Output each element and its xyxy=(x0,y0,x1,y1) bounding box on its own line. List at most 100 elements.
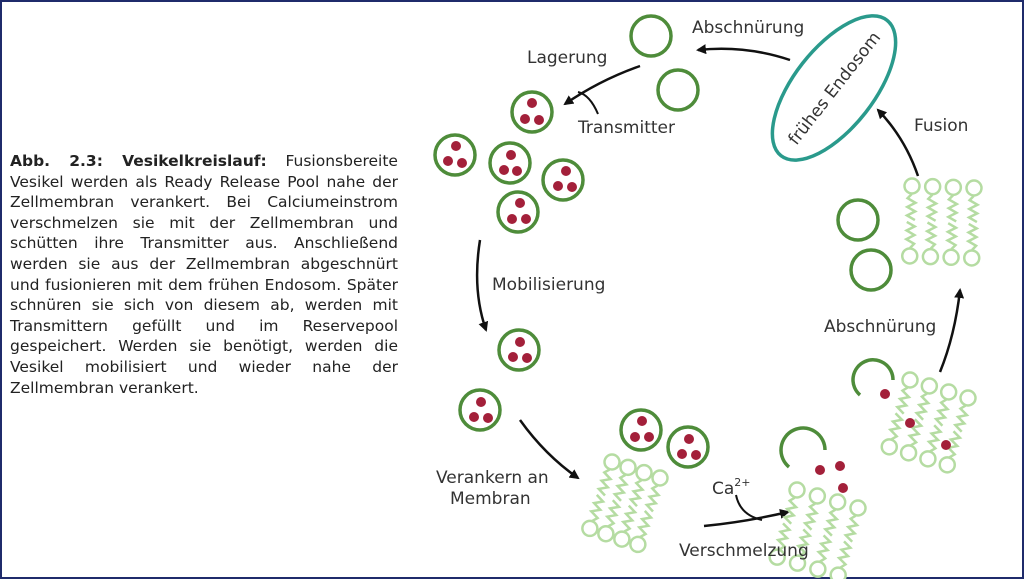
lipid-head xyxy=(900,247,919,265)
lipid-head xyxy=(829,566,847,579)
arrow-transmitter-branch xyxy=(577,91,599,115)
lipid-tail xyxy=(944,222,959,251)
lipid-head xyxy=(619,458,637,477)
vesicle-empty xyxy=(656,68,700,112)
lipid-tail xyxy=(644,484,661,513)
lipid-tail xyxy=(596,468,613,497)
label-verankern-line2: Membran xyxy=(450,489,531,509)
lipid-head xyxy=(942,248,960,267)
label-verankern-line1: Verankern an xyxy=(436,468,549,488)
lipid-tail xyxy=(782,496,799,525)
vesicle-fusing xyxy=(779,426,827,469)
vesicle-filled xyxy=(497,328,541,372)
lipid-head xyxy=(923,177,942,196)
fusing-vesicles xyxy=(779,358,951,493)
lipid-head xyxy=(808,487,827,505)
lipid-tail xyxy=(945,430,963,459)
cycle-arrows xyxy=(475,44,965,528)
lipid-tail xyxy=(588,494,606,522)
lipid-tail xyxy=(926,424,943,453)
lipid-head xyxy=(581,519,599,538)
mobilised-vesicles xyxy=(458,328,541,432)
vesicle-empty xyxy=(849,248,893,292)
lipid-tail xyxy=(925,193,939,222)
diagram-labels: Abschnürung Lagerung Transmitter Fusion … xyxy=(436,18,968,561)
lipid-head xyxy=(899,444,918,462)
label-fusion: Fusion xyxy=(914,116,968,136)
vesicle-filled xyxy=(619,408,663,452)
vesicle-filled xyxy=(433,133,477,177)
lipid-head xyxy=(939,383,958,401)
vesicle-filled xyxy=(541,158,585,202)
vesicle-filled xyxy=(488,141,532,185)
lipid-head xyxy=(603,453,621,471)
lipid-tail xyxy=(914,392,931,421)
lipid-tail xyxy=(887,412,905,441)
endosome-label: frühes Endosom xyxy=(784,28,885,149)
lipid-head xyxy=(597,524,615,543)
lipid-tail xyxy=(636,510,654,538)
lipid-tail xyxy=(620,504,638,533)
arrow-mobilisierung xyxy=(475,239,489,332)
arrow-ca-branch xyxy=(735,494,763,521)
lipid-tail xyxy=(894,386,912,415)
lipid-head xyxy=(965,179,983,197)
lipid-head xyxy=(944,178,963,197)
cell-membrane-fusion xyxy=(768,481,867,579)
lipid-tail xyxy=(802,502,820,531)
lipid-head xyxy=(635,463,653,482)
lipid-head xyxy=(828,493,847,511)
lipid-head xyxy=(788,481,806,499)
lipid-head xyxy=(768,548,786,566)
lipid-head xyxy=(613,530,631,548)
arrow-verankern xyxy=(518,419,580,480)
docked-vesicles xyxy=(619,408,710,469)
lipid-tail xyxy=(907,418,924,447)
label-calcium: Ca2+ xyxy=(712,476,751,499)
label-transmitter: Transmitter xyxy=(577,118,675,138)
lipid-head xyxy=(919,450,937,468)
lipid-head xyxy=(903,177,921,195)
lipid-tail xyxy=(904,193,919,222)
lipid-head xyxy=(901,371,919,389)
lipid-tail xyxy=(924,221,939,250)
arrow-verschmelzung xyxy=(703,508,790,528)
lipid-tail xyxy=(775,522,792,551)
label-mobilisierung: Mobilisierung xyxy=(492,275,605,295)
lipid-tail xyxy=(933,398,950,427)
cell-membrane-endocytosis xyxy=(880,177,983,474)
figure-caption: Abb. 2.3: Vesikelkreislauf: Fusionsberei… xyxy=(10,151,398,398)
vesicle-fusing xyxy=(851,358,895,397)
lipid-head xyxy=(962,249,981,267)
lipid-tail xyxy=(952,404,970,433)
lipid-head xyxy=(880,438,899,456)
lipid-tail xyxy=(612,473,629,502)
lipid-head xyxy=(849,499,867,517)
lipid-head xyxy=(629,535,647,554)
cell-membrane-docking xyxy=(581,453,669,554)
lipid-head xyxy=(959,389,977,407)
lipid-tail xyxy=(903,220,918,249)
vesicle-filled xyxy=(666,425,710,469)
lipid-head xyxy=(920,377,939,395)
lipid-tail xyxy=(822,508,840,537)
lipid-head xyxy=(921,247,940,266)
arrow-abschnuerung-right xyxy=(938,288,965,373)
lipid-tail xyxy=(965,222,980,251)
label-verschmelzung: Verschmelzung xyxy=(679,541,809,561)
vesicle-filled xyxy=(496,190,540,234)
arrow-to-storage xyxy=(563,64,641,106)
label-abschnuerung-right: Abschnürung xyxy=(824,317,936,337)
lipid-tail xyxy=(966,195,981,224)
lipid-tail xyxy=(836,540,853,569)
lipid-head xyxy=(651,469,669,487)
vesicle-filled xyxy=(458,388,502,432)
lipid-tail xyxy=(795,528,813,557)
lipid-head xyxy=(809,560,827,578)
caption-label: Abb. 2.3: Vesikelkreislauf: xyxy=(10,152,267,170)
lipid-tail xyxy=(628,479,645,508)
arrow-fusion xyxy=(876,108,920,177)
label-lagerung: Lagerung xyxy=(527,48,607,68)
